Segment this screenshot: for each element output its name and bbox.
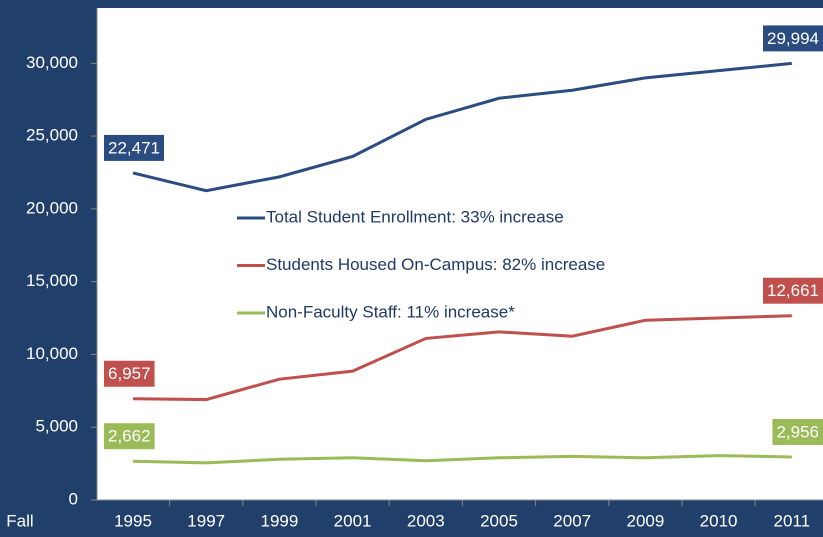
data-label-box [763,25,823,52]
x-axis-label: Fall [6,511,33,530]
data-label: 22,471 [108,138,160,157]
x-tick-label: 2003 [407,511,445,530]
y-tick-label: 20,000 [26,198,78,217]
data-label: 2,956 [776,422,819,441]
x-tick-label: 2001 [334,511,372,530]
y-tick-label: 0 [69,489,78,508]
data-label: 2,662 [108,427,151,446]
data-label-box [104,423,155,450]
legend-text: Total Student Enrollment: 33% increase [266,207,564,226]
data-label-box [772,418,823,445]
y-tick-label: 30,000 [26,53,78,72]
plot-area [97,8,823,500]
data-label-box [763,277,823,304]
y-tick-label: 10,000 [26,344,78,363]
x-tick-label: 2007 [553,511,591,530]
x-tick-label: 1995 [114,511,152,530]
legend-text: Non-Faculty Staff: 11% increase* [266,302,515,321]
line [132,454,792,465]
x-tick-label: 2010 [700,511,738,530]
line [132,314,792,402]
data-label: 29,994 [767,29,819,48]
data-label: 6,957 [108,364,151,383]
y-tick-label: 5,000 [35,417,78,436]
y-tick-label: 25,000 [26,126,78,145]
x-tick-label: 1999 [260,511,298,530]
legend-text: Students Housed On-Campus: 82% increase [266,255,605,274]
data-label: 12,661 [767,281,819,300]
x-tick-label: 2011 [774,511,811,530]
x-tick-label: 1997 [187,511,225,530]
x-tick-label: 2005 [480,511,518,530]
data-label-box [104,134,164,161]
x-tick-label: 2009 [626,511,664,530]
line [132,61,792,193]
data-label-box [104,360,155,387]
y-tick-label: 15,000 [26,271,78,290]
